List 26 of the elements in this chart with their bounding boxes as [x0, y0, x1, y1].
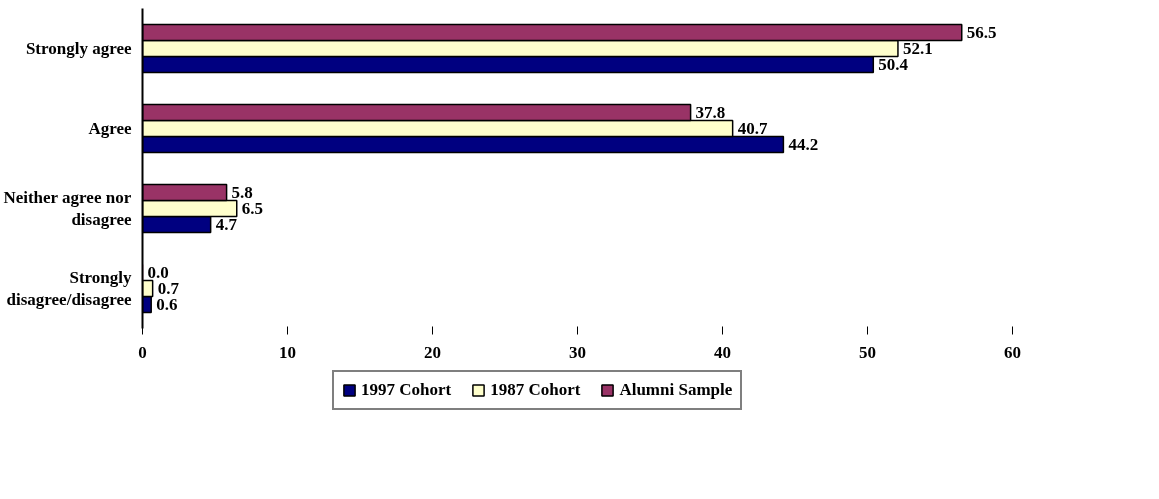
data-label: 4.7	[215, 215, 238, 234]
x-tick-label: 60	[1004, 342, 1021, 362]
legend-label: 1987 Cohort	[490, 380, 581, 400]
data-label: 6.5	[241, 199, 263, 218]
y-tick-label: Strongly agree	[25, 39, 132, 58]
x-tick-label: 20	[424, 342, 441, 362]
data-label: 52.1	[902, 39, 933, 58]
y-tick-label: Neither agree nor disagree	[3, 187, 132, 230]
y-tick-label: Strongly disagree/disagree	[6, 267, 132, 310]
x-tick-label: 0	[138, 342, 147, 362]
data-label: 56.5	[966, 23, 997, 42]
data-label: 0.6	[156, 295, 178, 314]
x-tick-label: 40	[714, 342, 731, 362]
data-label: 0.0	[147, 263, 169, 282]
x-tick-label: 50	[859, 342, 876, 362]
data-label: 5.8	[231, 183, 253, 202]
x-tick-label: 30	[569, 342, 586, 362]
data-label: 50.4	[878, 55, 909, 74]
data-label: 40.7	[737, 119, 768, 138]
y-tick-label: Agree	[88, 119, 132, 138]
x-tick-label: 10	[279, 342, 296, 362]
data-label: 44.2	[788, 135, 819, 154]
legend-label: Alumni Sample	[619, 380, 733, 400]
legend-label: 1997 Cohort	[361, 380, 452, 400]
data-label: 0.7	[157, 279, 180, 298]
data-label: 37.8	[695, 103, 726, 122]
